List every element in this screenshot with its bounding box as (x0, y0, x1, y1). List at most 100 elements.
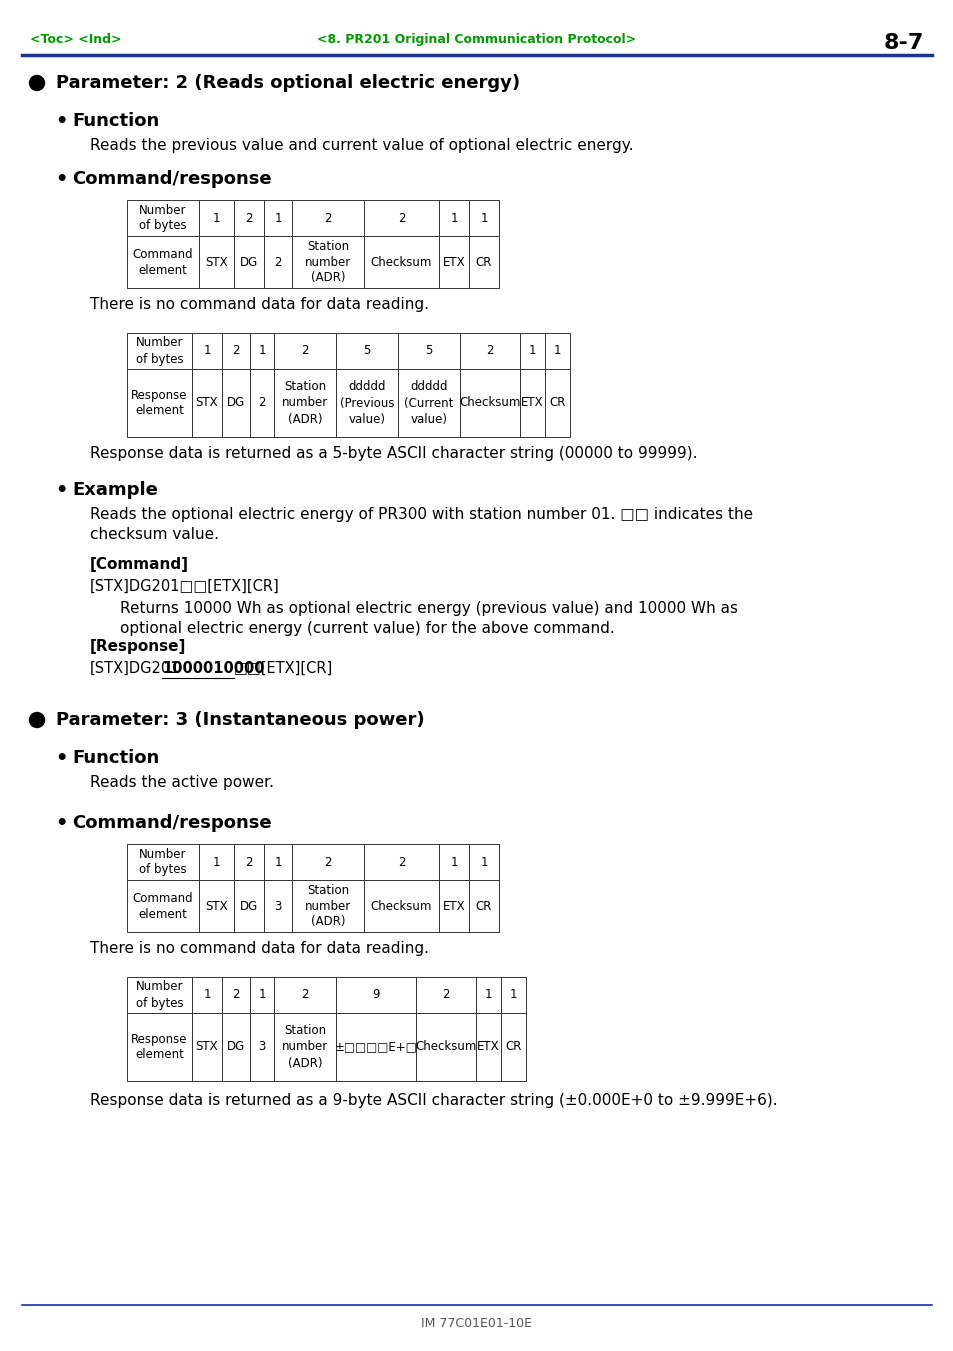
Bar (274, 1013, 335, 1081)
Text: Checksum: Checksum (371, 255, 432, 269)
Text: Command
element: Command element (132, 892, 193, 920)
Text: [STX]DG201□□[ETX][CR]: [STX]DG201□□[ETX][CR] (90, 580, 279, 594)
Bar (519, 369, 544, 436)
Bar (274, 977, 335, 1013)
Text: ETX: ETX (442, 255, 465, 269)
Text: Response data is returned as a 9-byte ASCII character string (±0.000E+0 to ±9.99: Response data is returned as a 9-byte AS… (90, 1093, 777, 1108)
Text: Example: Example (71, 481, 157, 499)
Text: Station
number
(ADR): Station number (ADR) (305, 239, 351, 285)
Text: Number
of bytes: Number of bytes (139, 204, 187, 232)
Text: optional electric energy (current value) for the above command.: optional electric energy (current value)… (120, 621, 614, 636)
Bar (364, 880, 438, 932)
Bar (250, 369, 274, 436)
Text: ddddd
(Previous
value): ddddd (Previous value) (339, 381, 394, 426)
Text: 1: 1 (528, 345, 536, 358)
Text: 1: 1 (274, 855, 281, 869)
Bar (292, 844, 364, 880)
Bar (127, 977, 192, 1013)
Text: Response
element: Response element (132, 1032, 188, 1062)
Bar (264, 200, 292, 236)
Bar (233, 200, 264, 236)
Text: 2: 2 (324, 855, 332, 869)
Bar (519, 332, 544, 369)
Text: STX: STX (205, 900, 228, 912)
Text: CR: CR (549, 396, 565, 409)
Text: Response
element: Response element (132, 389, 188, 417)
Text: ±□□□□E+□: ±□□□□E+□ (335, 1040, 416, 1054)
Text: 1: 1 (274, 212, 281, 224)
Text: Reads the previous value and current value of optional electric energy.: Reads the previous value and current val… (90, 138, 633, 153)
Text: There is no command data for data reading.: There is no command data for data readin… (90, 297, 429, 312)
Bar (438, 200, 469, 236)
Bar (199, 844, 233, 880)
Bar (476, 1013, 500, 1081)
Text: Station
number
(ADR): Station number (ADR) (281, 381, 328, 426)
Text: 1: 1 (213, 212, 220, 224)
Text: checksum value.: checksum value. (90, 527, 219, 542)
Text: Command/response: Command/response (71, 815, 272, 832)
Text: 1: 1 (258, 989, 266, 1001)
Text: •: • (55, 815, 68, 834)
Text: 2: 2 (442, 989, 449, 1001)
Text: 1: 1 (484, 989, 492, 1001)
Text: ddddd
(Current
value): ddddd (Current value) (404, 381, 454, 426)
Bar (469, 880, 498, 932)
Text: 8-7: 8-7 (882, 32, 923, 53)
Text: •: • (55, 112, 68, 131)
Bar (199, 236, 233, 288)
Text: Checksum: Checksum (415, 1040, 476, 1054)
Text: 2: 2 (232, 345, 239, 358)
Text: 1: 1 (450, 855, 457, 869)
Text: 1: 1 (258, 345, 266, 358)
Bar (438, 880, 469, 932)
Text: CR: CR (476, 255, 492, 269)
Bar (416, 1013, 476, 1081)
Bar (264, 880, 292, 932)
Text: •: • (55, 481, 68, 500)
Text: Function: Function (71, 748, 159, 767)
Bar (192, 1013, 222, 1081)
Text: 2: 2 (301, 345, 309, 358)
Bar (438, 236, 469, 288)
Text: 5: 5 (363, 345, 371, 358)
Text: 2: 2 (245, 212, 253, 224)
Text: Returns 10000 Wh as optional electric energy (previous value) and 10000 Wh as: Returns 10000 Wh as optional electric en… (120, 601, 738, 616)
Bar (264, 236, 292, 288)
Text: Station
number
(ADR): Station number (ADR) (281, 1024, 328, 1070)
Bar (397, 369, 459, 436)
Bar (199, 200, 233, 236)
Bar (192, 977, 222, 1013)
Text: 2: 2 (397, 855, 405, 869)
Text: STX: STX (205, 255, 228, 269)
Text: 1: 1 (203, 989, 211, 1001)
Text: <Toc> <Ind>: <Toc> <Ind> (30, 32, 121, 46)
Text: 1: 1 (213, 855, 220, 869)
Text: CR: CR (476, 900, 492, 912)
Text: 1000010000: 1000010000 (162, 661, 264, 676)
Bar (364, 236, 438, 288)
Text: Number
of bytes: Number of bytes (139, 847, 187, 877)
Text: 1: 1 (450, 212, 457, 224)
Text: 2: 2 (274, 255, 281, 269)
Text: 2: 2 (258, 396, 266, 409)
Text: 1: 1 (203, 345, 211, 358)
Text: Reads the active power.: Reads the active power. (90, 775, 274, 790)
Text: Function: Function (71, 112, 159, 130)
Text: ETX: ETX (442, 900, 465, 912)
Bar (459, 369, 519, 436)
Bar (544, 332, 569, 369)
Bar (192, 369, 222, 436)
Bar (127, 200, 199, 236)
Bar (438, 844, 469, 880)
Bar (500, 1013, 525, 1081)
Text: •: • (55, 170, 68, 189)
Bar (364, 200, 438, 236)
Bar (292, 236, 364, 288)
Text: DG: DG (227, 1040, 245, 1054)
Bar (469, 200, 498, 236)
Bar (192, 332, 222, 369)
Bar (335, 1013, 416, 1081)
Text: Parameter: 2 (Reads optional electric energy): Parameter: 2 (Reads optional electric en… (56, 74, 519, 92)
Bar (292, 200, 364, 236)
Bar (250, 1013, 274, 1081)
